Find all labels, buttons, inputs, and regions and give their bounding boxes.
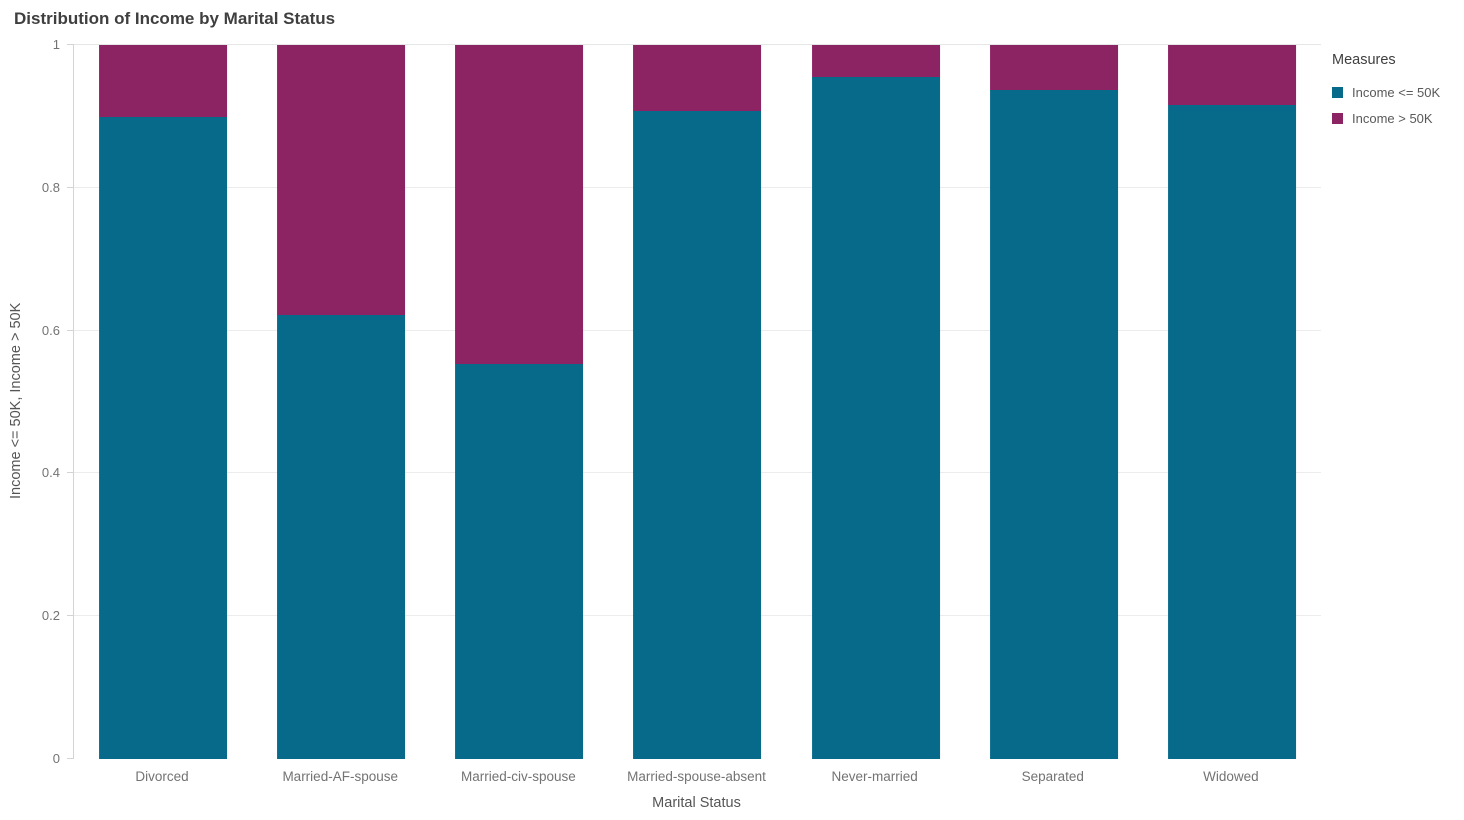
bar-group-widowed [1143,45,1321,759]
bar-segment[interactable] [1167,45,1296,105]
y-tick-label: 1 [52,37,60,52]
legend-item-label: Income > 50K [1352,111,1433,126]
stacked-bar [989,45,1118,759]
legend-swatch [1332,113,1343,124]
bar-segment[interactable] [989,45,1118,90]
bar-segment[interactable] [1167,104,1296,759]
bar-group-married-spouse-absent [608,45,786,759]
legend-item[interactable]: Income > 50K [1332,111,1440,126]
bar-group-married-af-spouse [252,45,430,759]
bar-group-divorced [74,45,252,759]
y-tick-label: 0 [52,751,60,766]
bar-segment[interactable] [455,45,584,365]
legend-item[interactable]: Income <= 50K [1332,85,1440,100]
stacked-bar [277,45,406,759]
x-tick-label: Married-civ-spouse [460,769,576,784]
y-tick-label: 0.4 [41,465,60,481]
bar-segment[interactable] [99,45,228,118]
x-tick-label: Married-spouse-absent [627,769,766,784]
y-tick-mark [67,758,74,759]
y-tick-mark [67,329,74,331]
x-axis-title: Marital Status [652,795,741,811]
stacked-bar [1167,45,1296,759]
stacked-bar [633,45,762,759]
x-tick-label: Divorced [135,769,189,784]
y-tick-label: 0.6 [41,322,60,338]
y-tick-mark [67,472,74,474]
y-tick-label: 0.2 [41,608,60,624]
legend-items: Income <= 50K Income > 50K [1332,85,1440,126]
bar-segment[interactable] [989,89,1118,759]
y-tick-label: 0.8 [41,179,60,195]
y-tick-mark [67,186,74,188]
stacked-bar [811,45,940,759]
bar-segment[interactable] [811,77,940,759]
bar-group-married-civ-spouse [430,45,608,759]
x-tick-label: Separated [1021,769,1084,784]
x-tick-label: Married-AF-spouse [282,769,398,784]
bar-segment[interactable] [633,45,762,111]
y-axis-title: Income <= 50K, Income > 50K [8,302,24,500]
bar-segment[interactable] [99,117,228,759]
plot-area: 0 0.2 0.4 0.6 0.8 1 [42,38,1321,766]
stacked-bar [455,45,584,759]
x-labels: Divorced Married-AF-spouse Married-civ-spo… [73,769,1320,787]
x-tick-label: Never-married [831,769,918,784]
bar-group-separated [965,45,1143,759]
legend-item-label: Income <= 50K [1352,85,1441,100]
bar-segment[interactable] [811,45,940,78]
chart-title: Distribution of Income by Marital Status [14,9,336,28]
legend-title: Measures [1332,52,1396,68]
bar-segment[interactable] [455,364,584,759]
bar-group-never-married [787,45,965,759]
stacked-bar [99,45,228,759]
y-tick-mark [67,615,74,617]
bar-segment[interactable] [277,45,406,315]
bar-segment[interactable] [277,314,406,759]
legend-swatch [1332,87,1343,98]
x-tick-label: Widowed [1203,769,1259,784]
bar-segment[interactable] [633,110,762,759]
y-tick-mark [67,44,74,45]
legend: Measures Income <= 50K Income > 50K [1332,52,1440,137]
